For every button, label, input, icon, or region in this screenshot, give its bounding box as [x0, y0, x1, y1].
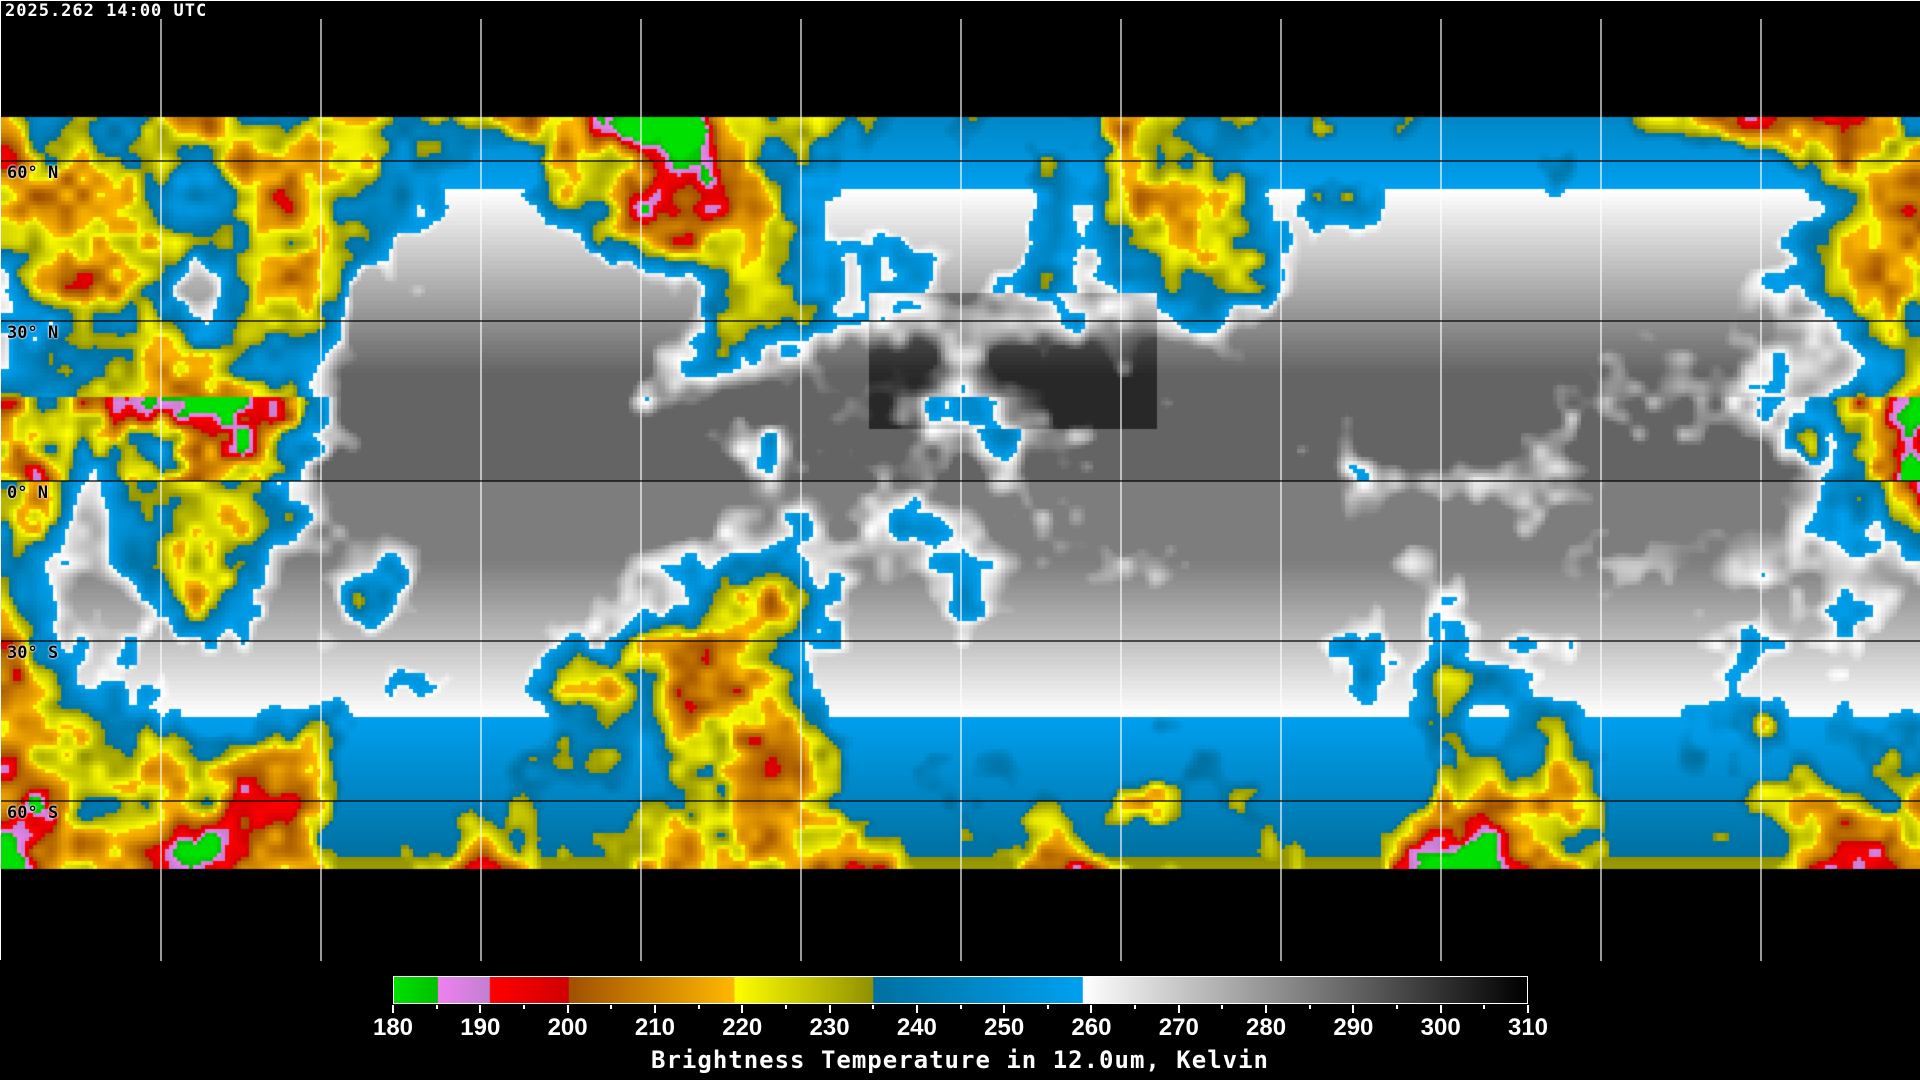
colorbar-tick [1308, 1005, 1311, 1009]
colorbar-tick [1396, 1005, 1399, 1009]
colorbar-title: Brightness Temperature in 12.0um, Kelvin [651, 1046, 1269, 1074]
colorbar-tick [392, 1005, 394, 1013]
colorbar-tick [915, 1005, 918, 1013]
satellite-map: 60° N 30° N 0° N 30° S 60° S 2025.262 14… [0, 0, 1920, 961]
colorbar-tick-label: 300 [1420, 1014, 1461, 1041]
colorbar-tick [1134, 1005, 1137, 1009]
colorbar-tick-label: 280 [1246, 1014, 1287, 1041]
colorbar-tick-label: 200 [547, 1014, 588, 1041]
colorbar-tick-label: 260 [1071, 1014, 1112, 1041]
colorbar-tick-label: 180 [372, 1014, 414, 1041]
lat-label-60n: 60° N [7, 163, 59, 183]
colorbar-tick [741, 1005, 744, 1013]
colorbar-tick [1527, 1005, 1529, 1013]
colorbar-tick [1483, 1005, 1486, 1009]
colorbar-tick [1003, 1005, 1006, 1013]
colorbar-tick [959, 1005, 962, 1009]
colorbar-tick-label: 220 [722, 1014, 763, 1041]
lat-lon-grid [1, 19, 1920, 961]
colorbar-tick [653, 1005, 656, 1013]
colorbar-tick [1352, 1005, 1355, 1013]
colorbar-tick [828, 1005, 831, 1013]
colorbar-tick [1265, 1005, 1268, 1013]
colorbar-tick-label: 190 [460, 1014, 501, 1041]
colorbar-tick [872, 1005, 875, 1009]
colorbar-tick [1221, 1005, 1224, 1009]
lat-label-30n: 30° N [7, 323, 59, 343]
colorbar-tick-label: 310 [1507, 1014, 1549, 1041]
colorbar-tick-label: 250 [984, 1014, 1025, 1041]
colorbar-tick-label: 290 [1333, 1014, 1374, 1041]
colorbar-tick [1090, 1005, 1093, 1013]
colorbar-tick [784, 1005, 787, 1009]
lat-label-30s: 30° S [7, 643, 59, 663]
colorbar-tick [435, 1005, 438, 1009]
colorbar-tick-label: 210 [634, 1014, 675, 1041]
colorbar-tick [1439, 1005, 1442, 1013]
colorbar-tick-label: 240 [896, 1014, 937, 1041]
colorbar-tick-label: 230 [809, 1014, 850, 1041]
colorbar-tick [610, 1005, 613, 1009]
lat-label-60s: 60° S [7, 803, 59, 823]
lat-label-0n: 0° N [7, 483, 48, 503]
timestamp: 2025.262 14:00 UTC [5, 1, 208, 21]
colorbar-tick-label: 270 [1158, 1014, 1199, 1041]
colorbar-tick [566, 1005, 569, 1013]
colorbar-tick [522, 1005, 525, 1009]
colorbar-tick [479, 1005, 482, 1013]
colorbar [393, 976, 1528, 1004]
colorbar-tick [1177, 1005, 1180, 1013]
colorbar-tick [1046, 1005, 1049, 1009]
colorbar-tick [697, 1005, 700, 1009]
